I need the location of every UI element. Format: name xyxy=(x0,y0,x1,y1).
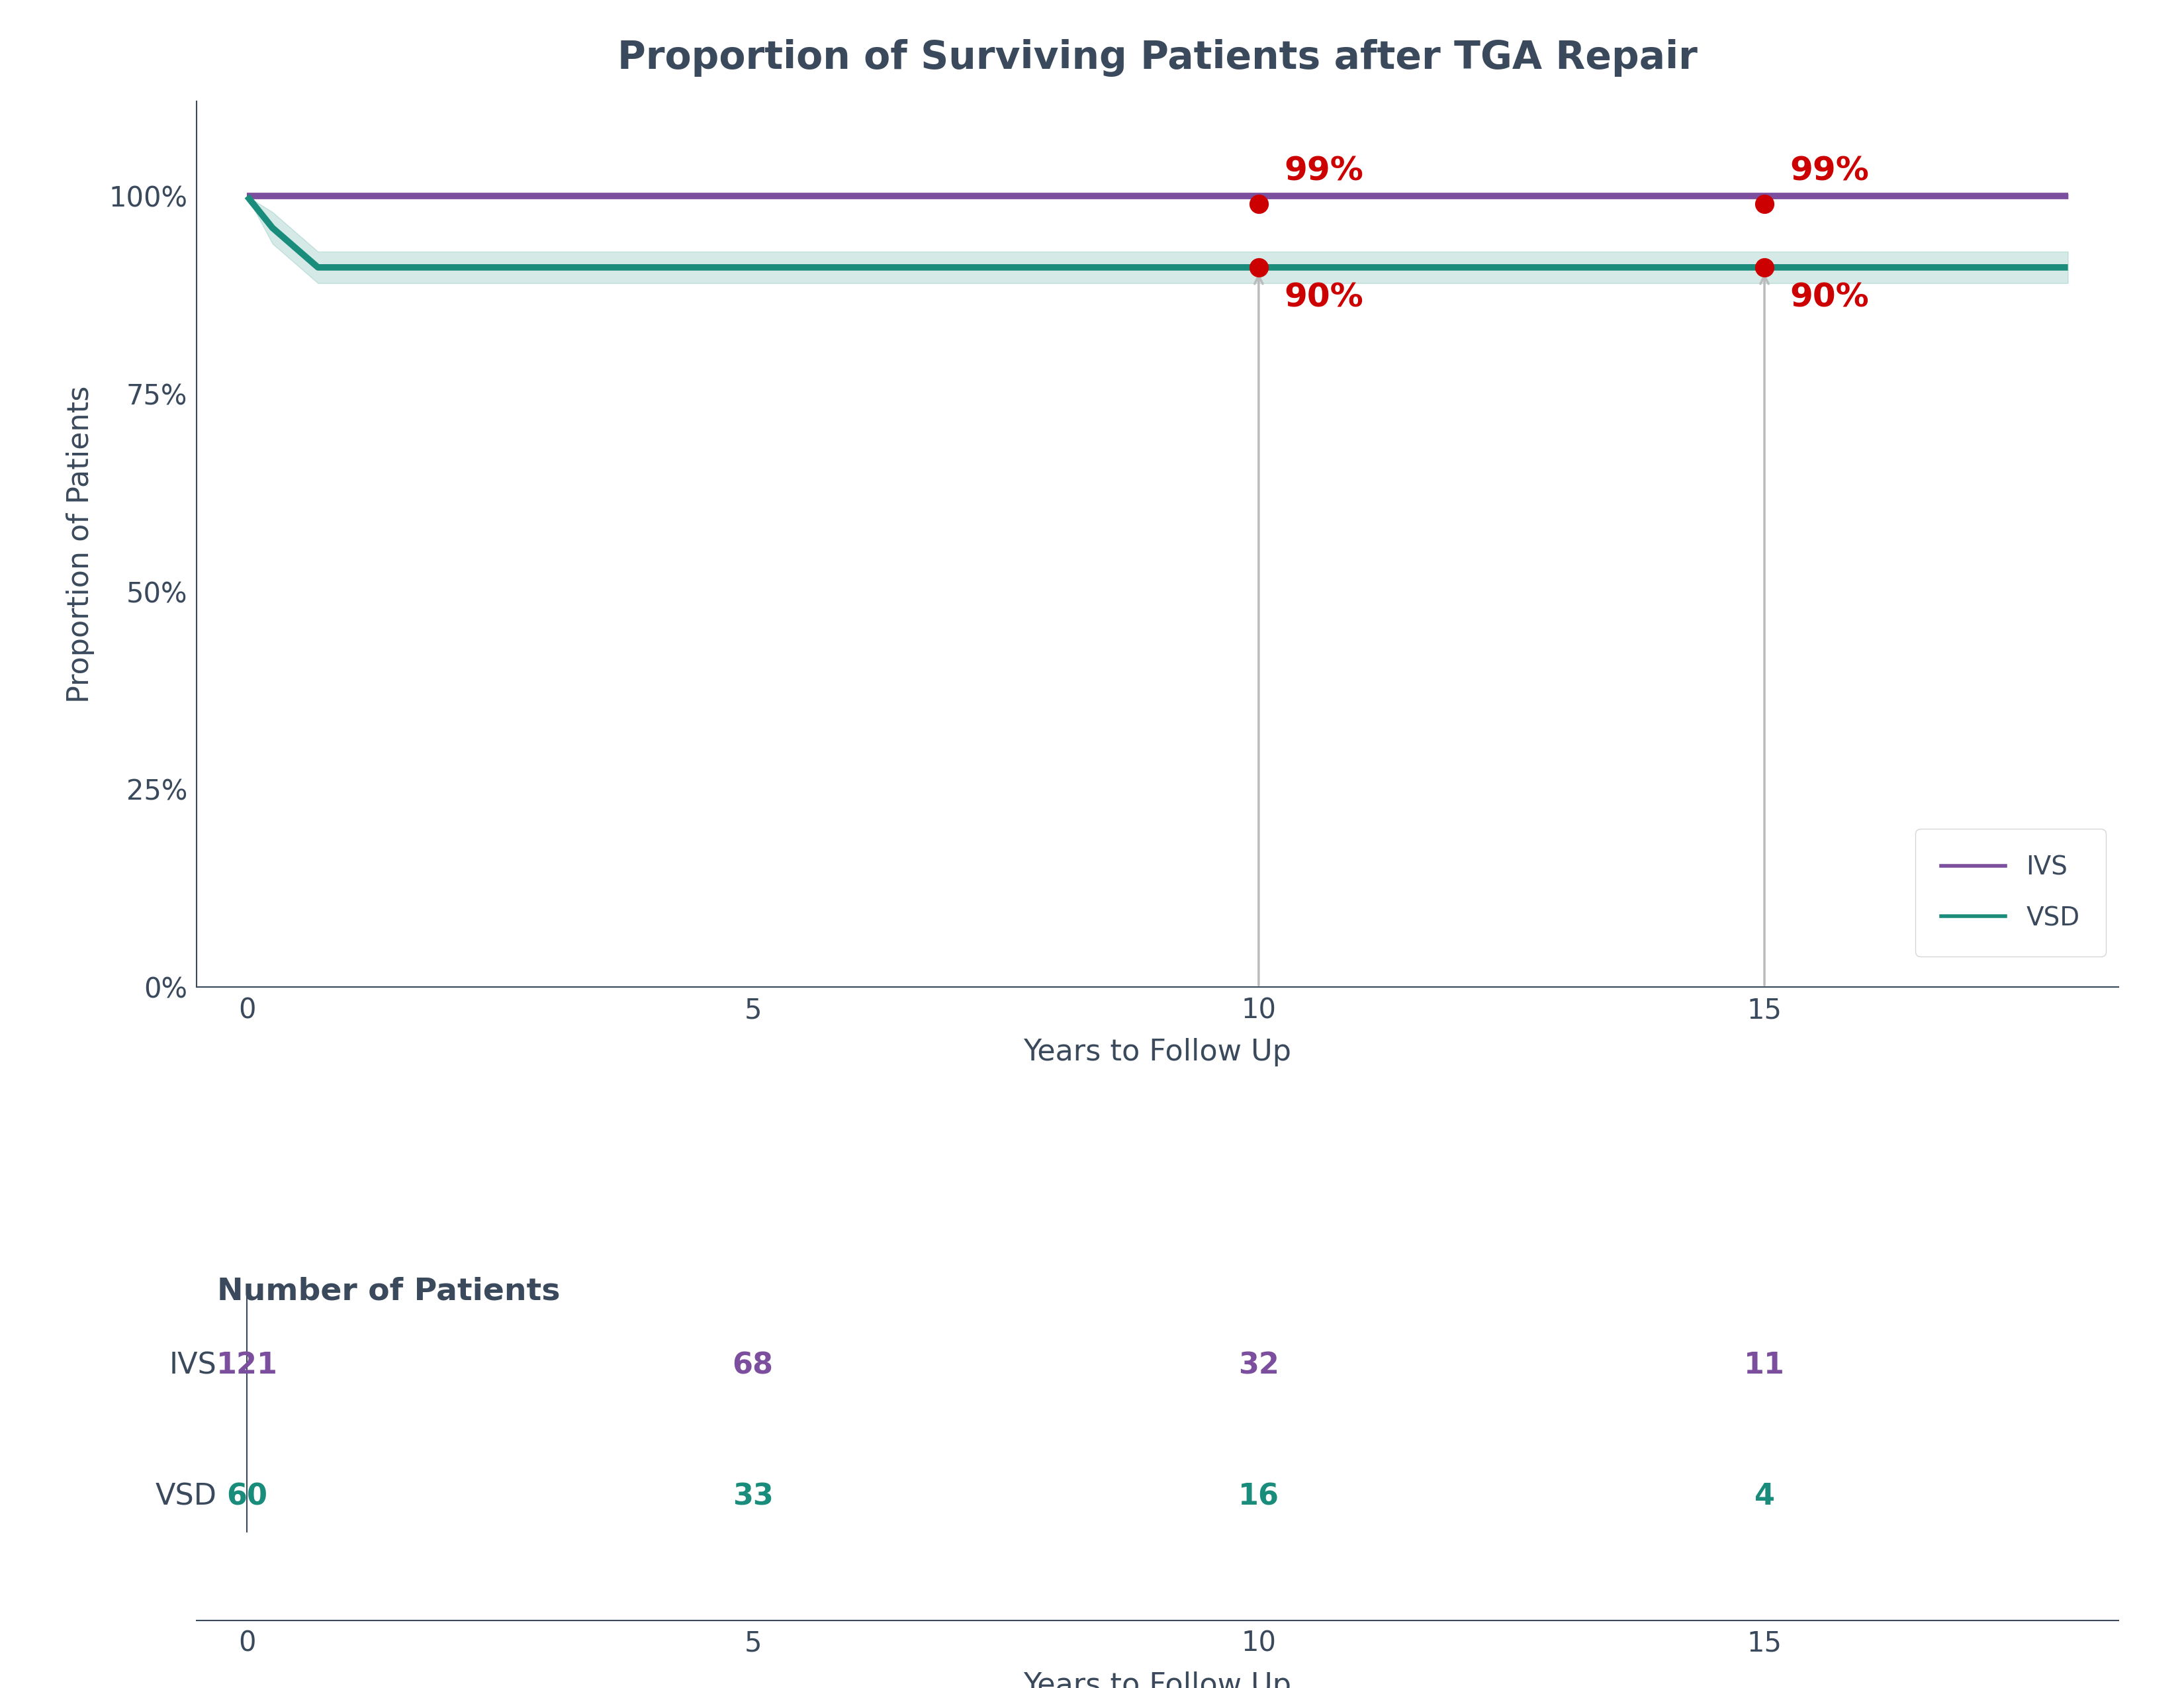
X-axis label: Years to Follow Up: Years to Follow Up xyxy=(1024,1038,1291,1067)
Text: 90%: 90% xyxy=(1789,282,1870,314)
Text: 4: 4 xyxy=(1754,1482,1776,1511)
Text: 121: 121 xyxy=(216,1350,277,1379)
Text: 60: 60 xyxy=(227,1482,269,1511)
Text: 16: 16 xyxy=(1238,1482,1280,1511)
Text: 68: 68 xyxy=(732,1350,773,1379)
Text: 99%: 99% xyxy=(1284,155,1363,187)
Y-axis label: Proportion of Patients: Proportion of Patients xyxy=(66,385,94,702)
Text: Number of Patients: Number of Patients xyxy=(216,1276,559,1307)
Text: 32: 32 xyxy=(1238,1350,1280,1379)
Text: VSD: VSD xyxy=(155,1482,216,1511)
Text: 99%: 99% xyxy=(1789,155,1870,187)
Text: 11: 11 xyxy=(1745,1350,1784,1379)
Legend: IVS, VSD: IVS, VSD xyxy=(1915,829,2105,957)
Text: IVS: IVS xyxy=(168,1350,216,1379)
X-axis label: Years to Follow Up: Years to Follow Up xyxy=(1024,1671,1291,1688)
Title: Proportion of Surviving Patients after TGA Repair: Proportion of Surviving Patients after T… xyxy=(618,39,1697,78)
Text: 33: 33 xyxy=(732,1482,773,1511)
Text: 90%: 90% xyxy=(1284,282,1363,314)
